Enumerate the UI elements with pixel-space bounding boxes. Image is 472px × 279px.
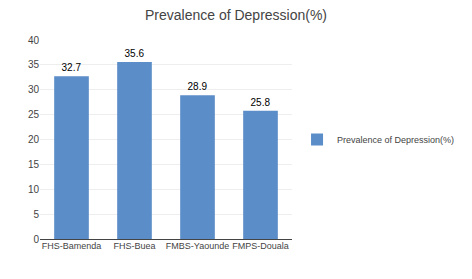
svg-text:Prevalence of Depression(%): Prevalence of Depression(%) [337, 135, 454, 145]
svg-text:5: 5 [33, 209, 39, 220]
svg-text:35.6: 35.6 [125, 48, 145, 59]
svg-text:15: 15 [28, 159, 40, 170]
svg-text:FHS-Buea: FHS-Buea [113, 241, 155, 251]
svg-text:20: 20 [28, 134, 40, 145]
svg-text:25: 25 [28, 109, 40, 120]
svg-text:40: 40 [28, 35, 40, 46]
svg-text:30: 30 [28, 84, 40, 95]
svg-text:10: 10 [28, 184, 40, 195]
svg-text:25.8: 25.8 [251, 97, 271, 108]
svg-text:0: 0 [33, 234, 39, 245]
svg-text:Prevalence of Depression(%): Prevalence of Depression(%) [145, 7, 327, 23]
svg-text:FMPS-Douala: FMPS-Douala [232, 241, 289, 251]
svg-text:32.7: 32.7 [62, 62, 82, 73]
svg-text:28.9: 28.9 [188, 81, 208, 92]
svg-text:FMBS-Yaounde: FMBS-Yaounde [166, 241, 229, 251]
svg-text:35: 35 [28, 59, 40, 70]
svg-text:FHS-Bamenda: FHS-Bamenda [42, 241, 102, 251]
